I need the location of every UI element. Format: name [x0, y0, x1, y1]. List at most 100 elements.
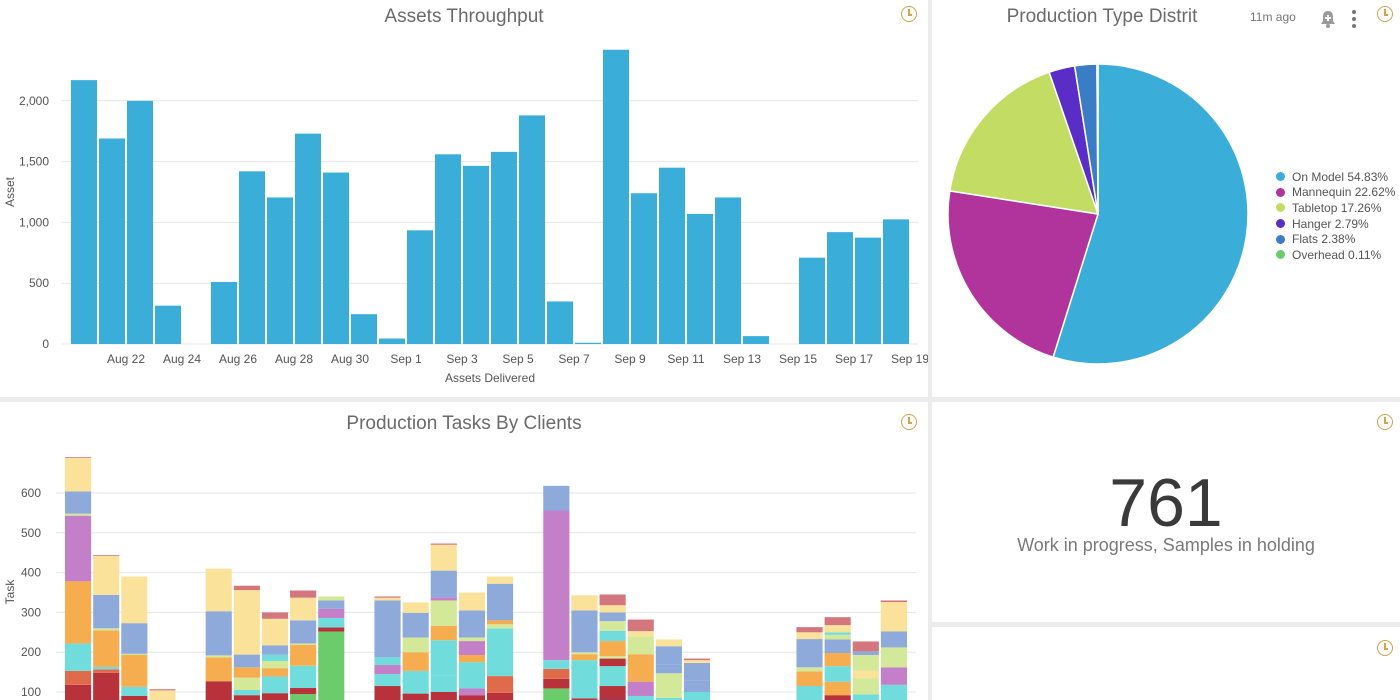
legend-swatch	[1276, 203, 1285, 213]
legend-swatch	[1276, 219, 1285, 229]
stacked-bar-segment	[458, 637, 485, 642]
stacked-bar-segment	[93, 555, 120, 595]
stacked-bar-segment	[880, 667, 907, 685]
stacked-bar-segment	[93, 672, 120, 700]
stacked-bar-segment	[852, 678, 879, 695]
stacked-bar-segment	[571, 595, 598, 611]
pie-slice	[1096, 63, 1099, 215]
stacked-bar-segment	[290, 688, 317, 694]
stacked-bar-segment	[543, 678, 570, 689]
stacked-bar-segment	[824, 625, 851, 633]
stacked-bar-segment	[796, 627, 823, 633]
stacked-bar-segment	[93, 630, 120, 667]
stacked-bar-segment	[683, 658, 711, 661]
legend-item[interactable]: Hanger 2.79%	[1276, 216, 1395, 232]
production-tasks-chart: 100 200 300 400 500 600 Task	[3, 457, 916, 700]
bar	[491, 151, 517, 344]
x-axis-label: Assets Delivered	[445, 371, 535, 385]
legend-item[interactable]: Flats 2.38%	[1276, 231, 1395, 247]
y-tick-label: 500	[21, 526, 41, 540]
stacked-bar-segment	[318, 627, 345, 632]
stacked-bar-segment	[599, 686, 626, 700]
bar	[71, 80, 97, 345]
bar	[407, 230, 433, 344]
legend-item[interactable]: On Model 54.83%	[1276, 169, 1395, 185]
legend-label: Tabletop 17.26%	[1292, 200, 1382, 215]
stacked-bar-segment	[233, 695, 260, 700]
more-vertical-icon[interactable]	[1350, 9, 1358, 29]
stacked-bar-segment	[880, 647, 907, 668]
stacked-bar-segment	[824, 666, 851, 682]
stacked-bar-segment	[571, 610, 598, 653]
stacked-bar-segment	[430, 543, 457, 545]
stacked-bar-segment	[93, 669, 120, 673]
stacked-bar-segment	[487, 583, 514, 621]
assets-throughput-title: Assets Throughput	[384, 6, 544, 27]
stacked-bar-segment	[543, 510, 570, 661]
stacked-bar-segment	[402, 612, 429, 638]
y-tick-label: 600	[21, 486, 41, 500]
stacked-bar-segment	[121, 686, 148, 696]
stacked-bar-segment	[261, 618, 289, 646]
stacked-bar-segment	[65, 491, 92, 514]
legend-item[interactable]: Overhead 0.11%	[1276, 247, 1395, 263]
stacked-bar-segment	[121, 653, 148, 655]
stacked-bar-segment	[571, 698, 598, 700]
stacked-bar-segment	[374, 686, 401, 700]
bar	[211, 281, 237, 344]
legend-item[interactable]: Tabletop 17.26%	[1276, 200, 1395, 216]
stacked-bar-segment	[290, 597, 317, 621]
stacked-bar-segment	[290, 643, 317, 646]
stacked-bar-segment	[430, 692, 457, 700]
stacked-bar-segment	[487, 620, 514, 625]
stacked-bar-segment	[852, 654, 879, 671]
production-tasks-title: Production Tasks By Clients	[346, 413, 582, 434]
bell-plus-icon[interactable]	[1318, 9, 1338, 29]
x-tick-label: Sep 3	[446, 352, 478, 366]
stacked-bar-segment	[543, 485, 570, 511]
legend-label: Flats 2.38%	[1292, 232, 1356, 247]
stacked-bar-segment	[430, 675, 457, 692]
stacked-bar-segment	[571, 654, 598, 661]
x-tick-label: Sep 19	[891, 352, 928, 366]
y-axis-label: Task	[3, 579, 17, 605]
stacked-bar-segment	[402, 602, 429, 613]
clock-icon[interactable]	[1377, 640, 1393, 656]
stacked-bar-segment	[93, 666, 120, 670]
bar	[99, 138, 125, 344]
stacked-bar-segment	[599, 612, 626, 622]
stacked-bar-segment	[93, 555, 120, 556]
stacked-bar-segment	[374, 600, 401, 658]
stacked-bar-segment	[655, 639, 682, 647]
stacked-bar-segment	[824, 695, 851, 700]
bar	[239, 171, 265, 344]
clock-icon[interactable]	[1377, 414, 1393, 430]
stacked-bar-segment	[290, 590, 317, 598]
bar	[379, 338, 405, 344]
clock-icon[interactable]	[1377, 6, 1393, 22]
stacked-bar-segment	[627, 631, 654, 637]
stacked-bar-segment	[233, 585, 260, 591]
stacked-bar-segment	[233, 677, 260, 691]
clock-icon[interactable]	[901, 6, 917, 22]
stacked-bar-segment	[318, 617, 345, 628]
stacked-bar-segment	[796, 667, 823, 672]
stacked-bar-segment	[318, 600, 345, 609]
legend-label: Overhead 0.11%	[1292, 247, 1382, 262]
stacked-bar-segment	[599, 605, 626, 613]
stacked-bar-segment	[683, 660, 711, 663]
x-tick-label: Sep 7	[558, 352, 590, 366]
stacked-bar-segment	[149, 689, 176, 691]
legend-swatch	[1276, 187, 1285, 197]
stacked-bar-segment	[880, 602, 907, 632]
legend-item[interactable]: Mannequin 22.62%	[1276, 185, 1395, 201]
stacked-bar-segment	[290, 665, 317, 689]
stacked-bar-segment	[543, 668, 570, 679]
stacked-bar-segment	[824, 632, 851, 635]
stacked-bar-segment	[824, 639, 851, 653]
stacked-bar-segment	[458, 592, 485, 611]
x-tick-label: Aug 24	[163, 352, 201, 366]
clock-icon[interactable]	[901, 414, 917, 430]
assets-throughput-panel: Assets Throughput 0 500 1,000 1,500 2,000 Aug…	[0, 0, 928, 397]
stacked-bar-segment	[796, 671, 823, 687]
